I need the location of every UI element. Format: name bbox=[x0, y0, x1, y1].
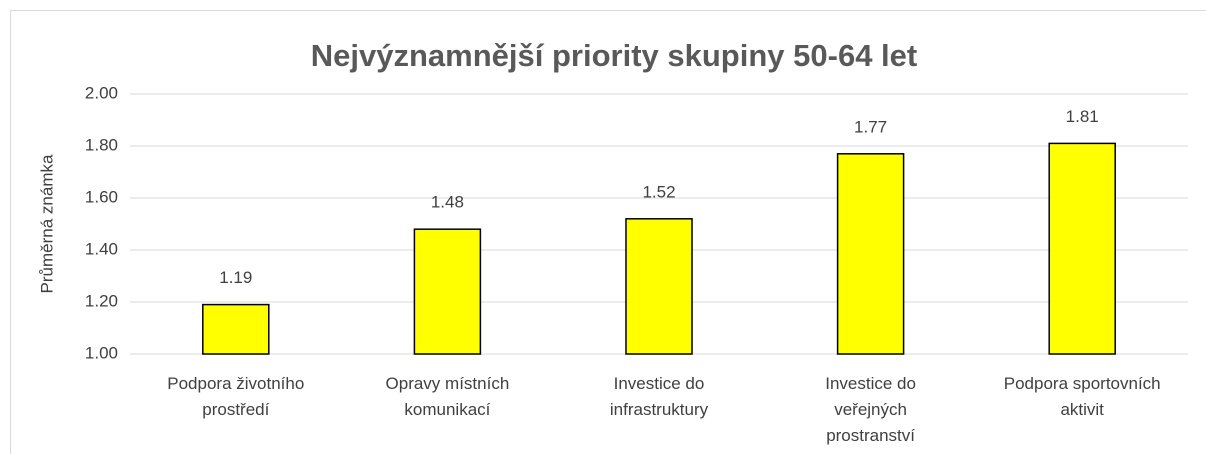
value-label: 1.19 bbox=[219, 268, 252, 287]
value-label: 1.81 bbox=[1066, 107, 1099, 126]
y-tick-label: 1.80 bbox=[85, 135, 118, 154]
bar bbox=[202, 303, 270, 355]
y-tick-label: 1.60 bbox=[85, 187, 118, 206]
y-tick-label: 1.20 bbox=[85, 291, 118, 310]
value-label: 1.77 bbox=[854, 117, 887, 136]
chart-border bbox=[10, 10, 1206, 454]
x-tick-label: Opravy místních komunikací bbox=[386, 374, 510, 419]
x-tick-label: Investice do veřejných prostranství bbox=[825, 374, 916, 445]
x-tick-label: Podpora životního prostředí bbox=[167, 374, 304, 419]
bar bbox=[1048, 142, 1116, 355]
y-tick-label: 1.40 bbox=[85, 239, 118, 258]
x-tick-label: Podpora sportovních aktivit bbox=[1004, 374, 1161, 419]
x-tick-label: Investice do infrastruktury bbox=[610, 374, 709, 419]
chart-title: Nejvýznamnější priority skupiny 50-64 le… bbox=[311, 38, 917, 73]
y-tick-label: 1.00 bbox=[85, 343, 118, 362]
value-label: 1.52 bbox=[642, 182, 675, 201]
bar bbox=[625, 218, 693, 355]
value-label: 1.48 bbox=[431, 193, 464, 212]
bar bbox=[836, 153, 905, 355]
y-axis-label: Průměrná známka bbox=[37, 154, 56, 293]
y-tick-label: 2.00 bbox=[85, 83, 118, 102]
bar bbox=[413, 228, 482, 355]
